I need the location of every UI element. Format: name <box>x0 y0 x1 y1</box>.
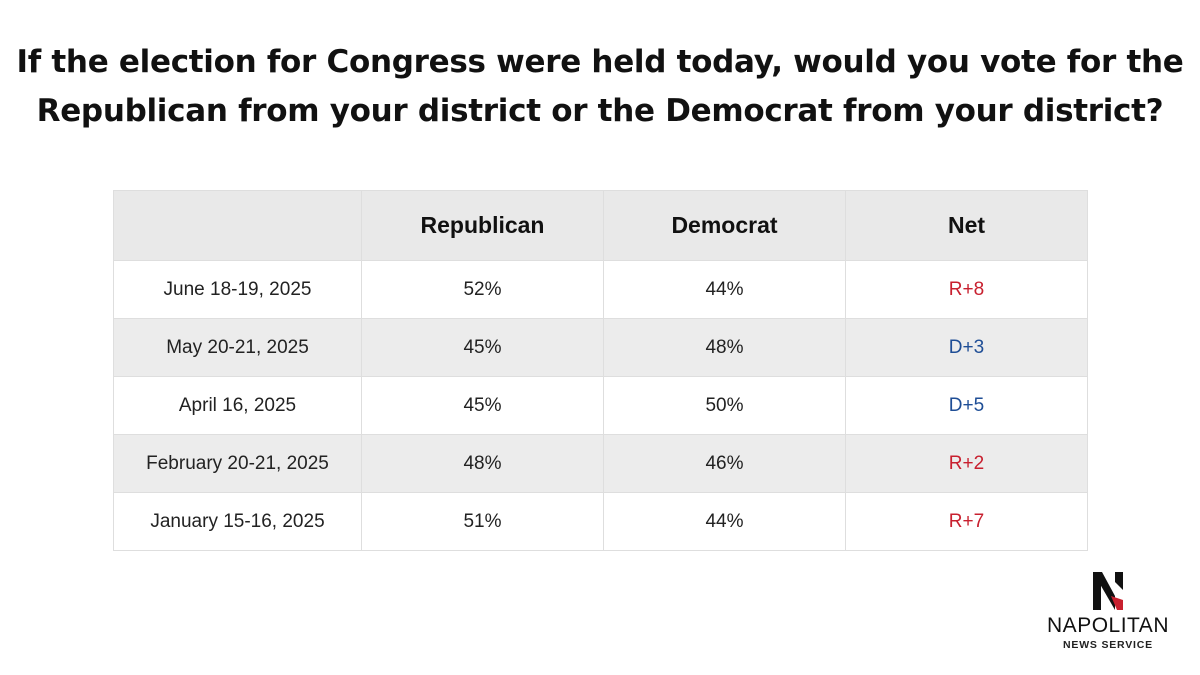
row-date: April 16, 2025 <box>113 376 362 435</box>
napolitan-n-logo-icon <box>1093 572 1123 610</box>
row-republican-value: 45% <box>361 376 604 435</box>
row-democrat-value: 48% <box>603 318 846 377</box>
header-republican: Republican <box>361 190 604 261</box>
row-democrat-value: 46% <box>603 434 846 493</box>
logo-name: NAPOLITAN <box>1047 614 1169 637</box>
row-democrat-value: 44% <box>603 260 846 319</box>
row-republican-value: 51% <box>361 492 604 551</box>
row-date: May 20-21, 2025 <box>113 318 362 377</box>
table-row: June 18-19, 2025 52% 44% R+8 <box>113 260 1088 319</box>
table-header-row: Republican Democrat Net <box>113 190 1088 261</box>
chart-title-line-2: Republican from your district or the Dem… <box>36 93 1164 129</box>
table-row: April 16, 2025 45% 50% D+5 <box>113 376 1088 435</box>
header-net: Net <box>845 190 1088 261</box>
row-democrat-value: 50% <box>603 376 846 435</box>
row-net-value: R+8 <box>845 260 1088 319</box>
chart-title: If the election for Congress were held t… <box>0 38 1200 136</box>
poll-results-table: Republican Democrat Net June 18-19, 2025… <box>113 190 1088 551</box>
row-republican-value: 45% <box>361 318 604 377</box>
row-democrat-value: 44% <box>603 492 846 551</box>
table-row: January 15-16, 2025 51% 44% R+7 <box>113 492 1088 551</box>
row-republican-value: 48% <box>361 434 604 493</box>
row-republican-value: 52% <box>361 260 604 319</box>
row-net-value: R+2 <box>845 434 1088 493</box>
row-net-value: D+3 <box>845 318 1088 377</box>
logo-subtitle: NEWS SERVICE <box>1063 639 1153 651</box>
row-date: January 15-16, 2025 <box>113 492 362 551</box>
row-net-value: D+5 <box>845 376 1088 435</box>
row-net-value: R+7 <box>845 492 1088 551</box>
napolitan-logo: NAPOLITAN NEWS SERVICE <box>1040 566 1176 656</box>
row-date: June 18-19, 2025 <box>113 260 362 319</box>
table-row: May 20-21, 2025 45% 48% D+3 <box>113 318 1088 377</box>
header-democrat: Democrat <box>603 190 846 261</box>
row-date: February 20-21, 2025 <box>113 434 362 493</box>
table-row: February 20-21, 2025 48% 46% R+2 <box>113 434 1088 493</box>
header-date <box>113 190 362 261</box>
chart-title-line-1: If the election for Congress were held t… <box>16 44 1184 80</box>
